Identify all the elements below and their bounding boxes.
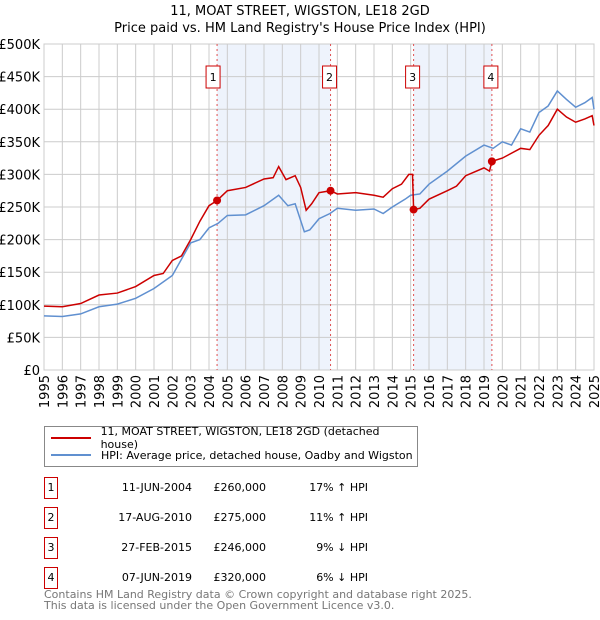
sale-point	[213, 196, 222, 205]
chart-title: 11, MOAT STREET, WIGSTON, LE18 2GD	[170, 4, 430, 19]
footer-licence: This data is licensed under the Open Gov…	[44, 599, 395, 612]
x-tick-label: 2018	[460, 375, 475, 408]
x-tick-label: 2003	[185, 375, 200, 408]
x-tick-label: 2020	[496, 375, 511, 408]
legend-label: 11, MOAT STREET, WIGSTON, LE18 2GD (deta…	[100, 425, 380, 451]
sale-hpi-diff: 9% ↓ HPI	[316, 541, 368, 554]
x-tick-label: 2010	[313, 375, 328, 408]
footer-copyright: Contains HM Land Registry data © Crown c…	[44, 588, 472, 601]
x-tick-label: 2011	[331, 375, 346, 408]
hpi-line	[43, 89, 595, 318]
y-tick-label: £300K	[0, 168, 40, 183]
sale-date: 17-AUG-2010	[118, 511, 192, 524]
x-tick-label: 2022	[533, 375, 548, 408]
sale-hpi-diff: 6% ↓ HPI	[316, 571, 368, 584]
y-tick-label: £250K	[0, 201, 40, 216]
x-tick-label: 2009	[295, 375, 310, 408]
x-tick-label: 1999	[111, 375, 126, 408]
sale-label-box	[483, 65, 499, 89]
sale-row: 1 11-JUN-2004 £260,000 17% ↑ HPI	[44, 477, 404, 499]
y-tick-label: £500K	[0, 38, 40, 53]
x-tick-label: 2021	[515, 375, 530, 408]
y-tick-label: £450K	[0, 71, 40, 86]
chart-subtitle: Price paid vs. HM Land Registry's House …	[114, 21, 486, 36]
legend-swatch-red	[51, 437, 91, 439]
x-tick-label: 2000	[130, 375, 145, 408]
x-tick-label: 1996	[56, 375, 71, 408]
sale-price: £260,000	[213, 481, 267, 494]
plot-area: £0 £50K £100K £150K £200K £250K £300K £350K £400…	[0, 38, 600, 408]
plot-border	[43, 43, 595, 371]
x-tick-label: 2005	[221, 375, 236, 408]
sale-date: 07-JUN-2019	[121, 571, 192, 584]
sale-point	[487, 157, 496, 166]
y-tick-label: £50K	[7, 331, 41, 346]
sale-label: 2	[326, 71, 333, 84]
y-tick-label: £350K	[0, 136, 40, 151]
sale-point	[326, 186, 335, 195]
sale-number: 2	[44, 507, 58, 529]
sale-row: 4 07-JUN-2019 £320,000 6% ↓ HPI	[44, 567, 404, 589]
y-tick-label: £400K	[0, 103, 40, 118]
x-tick-label: 1998	[93, 375, 108, 408]
sale-hpi-diff: 17% ↑ HPI	[309, 481, 368, 494]
sale-label-box	[405, 65, 421, 89]
sale-point	[409, 205, 418, 214]
x-tick-label: 1995	[38, 375, 53, 408]
x-tick-label: 2002	[166, 375, 181, 408]
legend-item-hpi: HPI: Average price, detached house, Oadb…	[51, 447, 413, 463]
x-tick-label: 2024	[570, 375, 585, 408]
sale-label: 4	[487, 71, 494, 84]
sale-label-box	[205, 65, 221, 89]
sale-label: 3	[409, 71, 416, 84]
x-tick-label: 2013	[368, 375, 383, 408]
sale-hpi-diff: 11% ↑ HPI	[309, 511, 368, 524]
legend-item-property: 11, MOAT STREET, WIGSTON, LE18 2GD (deta…	[51, 425, 417, 451]
x-tick-label: 2004	[203, 375, 218, 408]
x-tick-label: 2025	[588, 375, 600, 408]
x-tick-label: 2017	[441, 375, 456, 408]
y-tick-label: £0	[23, 364, 40, 379]
price-paid-line	[43, 108, 595, 308]
y-tick-label: £200K	[0, 234, 40, 249]
x-tick-label: 2006	[240, 375, 255, 408]
y-tick-label: £100K	[0, 299, 40, 314]
y-tick-label: £150K	[0, 266, 40, 281]
legend: 11, MOAT STREET, WIGSTON, LE18 2GD (deta…	[44, 425, 418, 467]
sale-price: £320,000	[213, 571, 267, 584]
sale-date: 11-JUN-2004	[121, 481, 192, 494]
legend-swatch-blue	[51, 454, 91, 456]
x-tick-label: 2023	[551, 375, 566, 408]
x-tick-label: 2019	[478, 375, 493, 408]
sale-price: £246,000	[213, 541, 267, 554]
sale-number: 3	[44, 537, 58, 559]
sale-date: 27-FEB-2015	[121, 541, 192, 554]
sale-row: 2 17-AUG-2010 £275,000 11% ↑ HPI	[44, 507, 404, 529]
sale-label: 1	[210, 71, 217, 84]
sale-row: 3 27-FEB-2015 £246,000 9% ↓ HPI	[44, 537, 404, 559]
x-tick-label: 2001	[148, 375, 163, 408]
x-tick-label: 2016	[423, 375, 438, 408]
x-tick-label: 2008	[276, 375, 291, 408]
legend-label: HPI: Average price, detached house, Oadb…	[101, 448, 413, 462]
footer: Contains HM Land Registry data © Crown c…	[44, 589, 472, 611]
sale-number: 1	[44, 477, 58, 499]
x-tick-label: 2014	[386, 375, 401, 408]
x-tick-label: 2007	[258, 375, 273, 408]
sale-label-box	[322, 65, 338, 89]
sale-number: 4	[44, 567, 58, 589]
x-tick-label: 1997	[75, 375, 90, 408]
x-tick-label: 2012	[350, 375, 365, 408]
sale-price: £275,000	[213, 511, 267, 524]
x-tick-label: 2015	[405, 375, 420, 408]
